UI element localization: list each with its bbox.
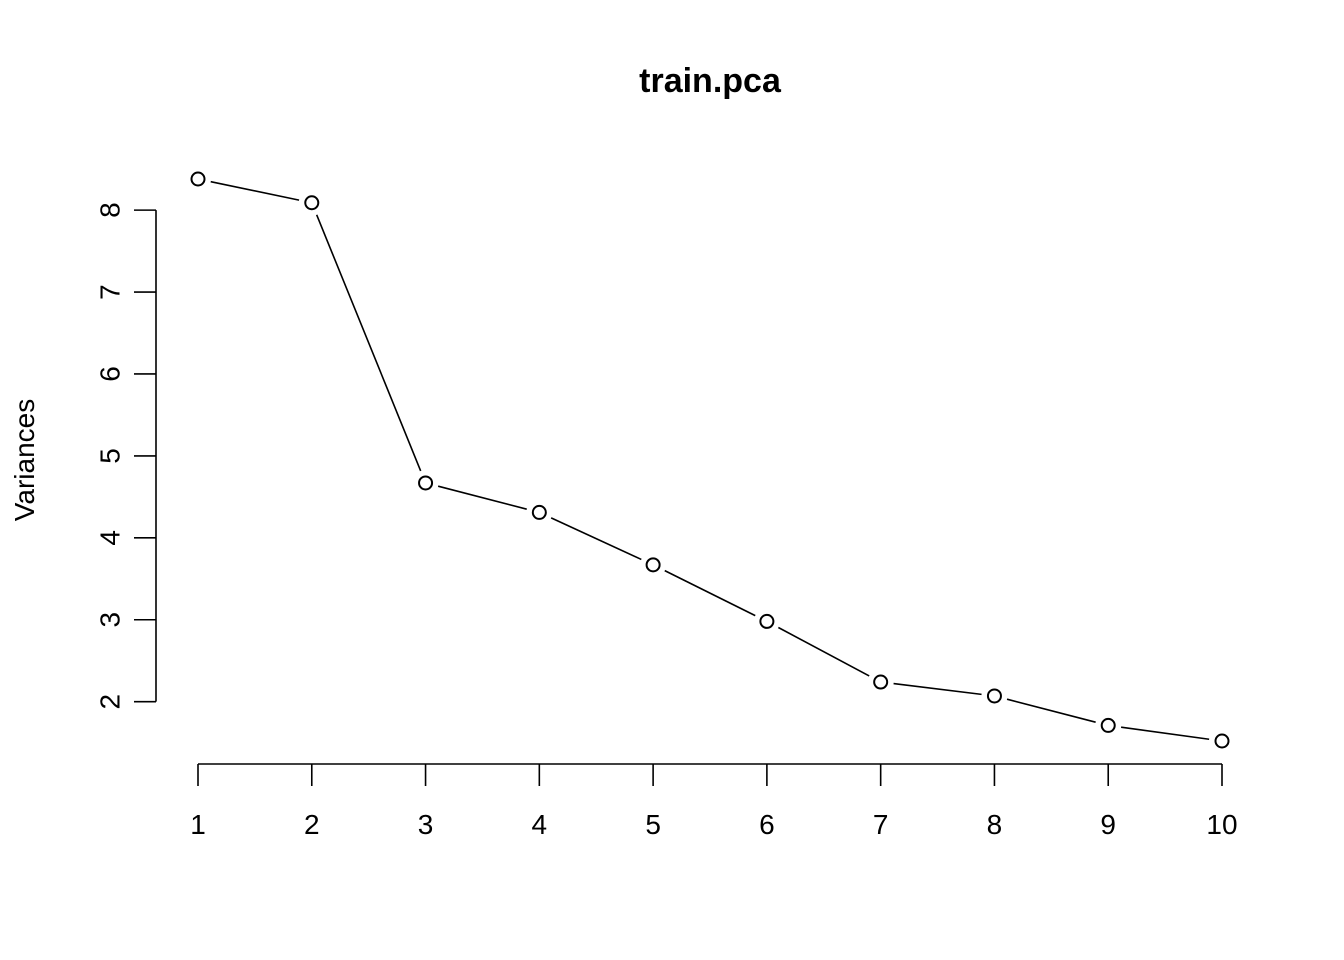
data-point [531,504,547,520]
y-tick-label: 6 [95,366,126,382]
data-point [986,688,1002,704]
series-line-segment [777,626,870,677]
series-line-segment [664,569,756,617]
data-point [190,171,206,187]
y-tick-label: 8 [95,202,126,218]
data-point [418,475,434,491]
x-tick-label: 2 [304,809,320,840]
x-tick-label: 10 [1206,809,1237,840]
y-tick-label: 2 [95,694,126,710]
series-line-segment [893,682,982,696]
data-point [1100,717,1116,733]
series-line-segment [437,485,527,510]
x-tick-label: 7 [873,809,889,840]
data-point [873,674,889,690]
series-layer [190,171,1230,749]
y-axis-label: Variances [9,399,40,521]
series-line-segment [1120,726,1210,741]
x-tick-label: 9 [1100,809,1116,840]
y-tick-label: 5 [95,448,126,464]
x-tick-label: 4 [532,809,548,840]
series-line-segment [550,517,642,561]
data-point [645,557,661,573]
y-tick-label: 3 [95,612,126,628]
series-line-segment [1006,698,1096,723]
chart-title: train.pca [639,62,782,100]
series-line-segment [315,214,422,472]
y-tick-label: 7 [95,284,126,300]
series-line-segment [210,180,300,201]
x-tick-label: 8 [987,809,1003,840]
data-point [759,613,775,629]
data-point [1214,733,1230,749]
x-tick-label: 6 [759,809,775,840]
x-tick-label: 5 [645,809,661,840]
x-tick-label: 1 [190,809,206,840]
y-tick-label: 4 [95,530,126,546]
data-point [304,195,320,211]
x-tick-label: 3 [418,809,434,840]
axes-layer: 1 2 3 4 5 6 7 8 9 10 2 3 4 5 6 7 8 [95,202,1238,840]
